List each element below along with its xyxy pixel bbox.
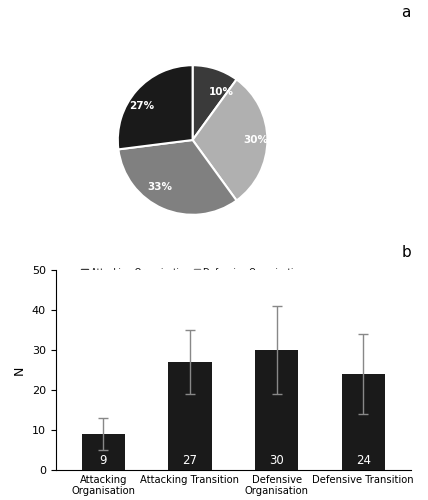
Text: a: a xyxy=(401,5,411,20)
Text: 27%: 27% xyxy=(129,102,155,112)
Bar xyxy=(82,434,125,470)
Text: 24: 24 xyxy=(356,454,371,467)
Text: 27: 27 xyxy=(182,454,197,467)
Bar xyxy=(255,350,298,470)
Bar xyxy=(168,362,211,470)
Text: b: b xyxy=(401,245,411,260)
Bar xyxy=(342,374,385,470)
Y-axis label: N: N xyxy=(13,366,26,374)
Legend: Attacking Organisation, Attacking Transition, Defensive Organisation, Defensive : Attacking Organisation, Attacking Transi… xyxy=(77,265,308,294)
Wedge shape xyxy=(119,140,237,215)
Text: 9: 9 xyxy=(100,454,107,467)
Text: 33%: 33% xyxy=(147,182,172,192)
Wedge shape xyxy=(118,65,193,150)
Wedge shape xyxy=(193,65,237,140)
Text: 30%: 30% xyxy=(244,135,268,145)
Wedge shape xyxy=(193,80,268,200)
Text: 10%: 10% xyxy=(208,86,233,97)
Text: 30: 30 xyxy=(269,454,284,467)
